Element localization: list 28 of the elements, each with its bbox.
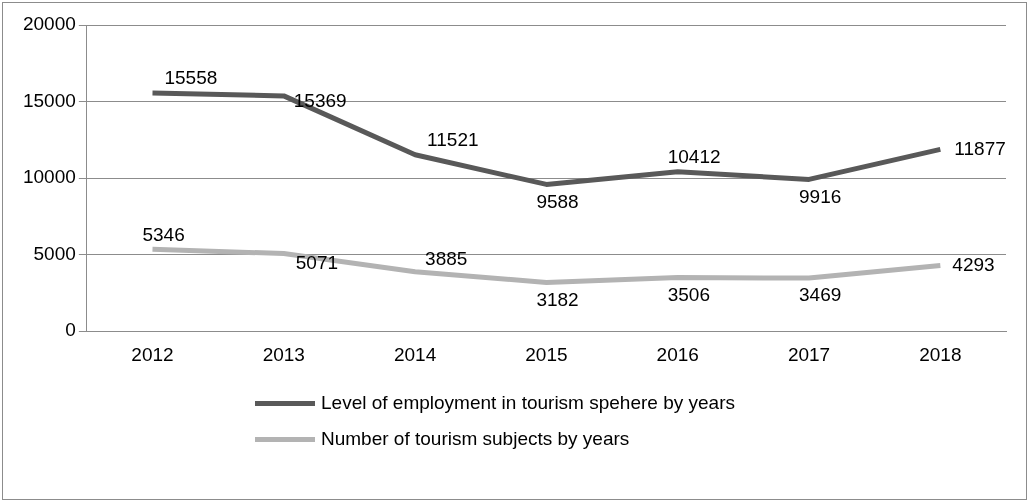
data-label: 11521	[427, 129, 479, 151]
data-label: 15369	[293, 90, 347, 112]
data-label: 4293	[952, 253, 995, 275]
x-tick-label: 2012	[131, 343, 174, 365]
data-label: 3469	[799, 284, 842, 306]
data-label: 5071	[295, 251, 339, 273]
x-tick-label: 2015	[525, 343, 568, 365]
data-label: 5346	[142, 223, 185, 245]
legend-label: Number of tourism subjects by years	[321, 428, 630, 450]
x-tick-label: 2013	[262, 343, 305, 365]
x-tick-label: 2018	[919, 343, 962, 365]
data-label: 3885	[425, 247, 468, 269]
legend-label: Level of employment in tourism spehere by years	[321, 392, 735, 414]
data-label: 15558	[164, 67, 218, 89]
x-tick-label: 2014	[393, 343, 437, 365]
y-tick-label: 5000	[33, 242, 76, 264]
data-label: 3506	[667, 283, 711, 305]
y-tick-label: 15000	[22, 89, 76, 111]
data-label: 9588	[536, 190, 579, 212]
y-tick-label: 0	[65, 319, 76, 341]
data-label: 11877	[954, 137, 1006, 159]
x-tick-label: 2016	[656, 343, 699, 365]
data-label: 9916	[799, 185, 842, 207]
y-tick-label: 20000	[22, 13, 76, 35]
x-tick-label: 2017	[787, 343, 831, 365]
data-label: 3182	[536, 288, 579, 310]
data-label: 10412	[667, 146, 721, 168]
y-tick-label: 10000	[22, 166, 76, 188]
